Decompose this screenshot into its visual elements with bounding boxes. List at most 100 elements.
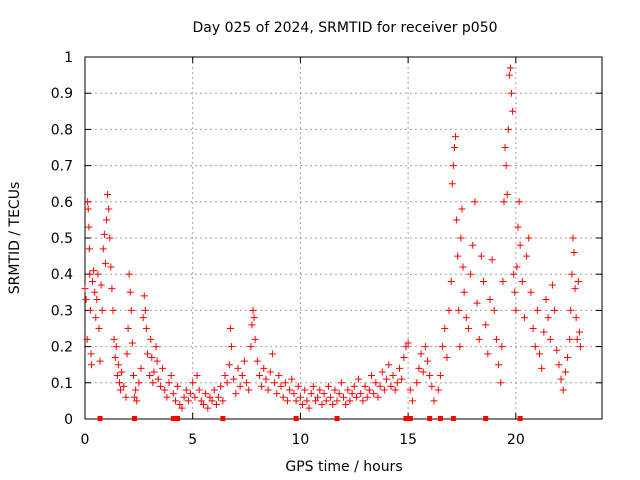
data-point xyxy=(441,325,449,332)
data-point xyxy=(488,256,496,264)
data-point xyxy=(520,314,528,322)
data-point xyxy=(84,198,92,206)
y-tick-label: 0.9 xyxy=(51,86,73,102)
data-point xyxy=(311,397,319,405)
data-point xyxy=(193,372,201,380)
data-point xyxy=(84,205,92,213)
data-point xyxy=(510,270,518,278)
data-point xyxy=(258,382,266,390)
data-point xyxy=(443,353,451,361)
data-point xyxy=(557,375,565,383)
data-point xyxy=(439,343,447,351)
data-point xyxy=(551,306,559,314)
data-point xyxy=(529,325,537,332)
data-point xyxy=(548,281,556,289)
data-point xyxy=(169,390,177,398)
data-point xyxy=(132,386,140,394)
data-point xyxy=(232,390,240,398)
data-point xyxy=(484,350,492,358)
data-point xyxy=(227,343,235,351)
data-point xyxy=(561,368,569,376)
data-point xyxy=(215,393,223,401)
data-point xyxy=(189,379,197,387)
x-tick-label: 0 xyxy=(81,432,90,448)
data-point xyxy=(542,296,550,304)
data-point xyxy=(108,285,116,293)
data-point xyxy=(92,314,100,322)
data-point xyxy=(195,386,203,394)
data-point xyxy=(107,263,115,271)
data-point xyxy=(469,241,477,249)
data-point xyxy=(447,277,455,285)
data-point xyxy=(316,386,324,394)
data-point xyxy=(206,393,214,401)
data-point xyxy=(398,375,406,383)
data-point xyxy=(495,361,503,369)
data-point xyxy=(352,393,360,401)
zero-marker xyxy=(437,416,443,421)
data-point xyxy=(126,288,134,296)
data-point xyxy=(546,335,554,343)
data-point xyxy=(508,89,516,97)
data-point xyxy=(105,205,113,213)
data-point xyxy=(568,270,576,278)
y-tick-label: 0.1 xyxy=(51,376,73,392)
zero-marker xyxy=(427,416,433,421)
zero-marker xyxy=(132,416,138,421)
data-point xyxy=(117,386,125,394)
data-point xyxy=(570,248,578,256)
data-point xyxy=(430,397,438,405)
zero-marker xyxy=(293,416,299,421)
data-point xyxy=(89,277,97,285)
data-point xyxy=(573,335,581,343)
data-point xyxy=(514,223,522,231)
data-point xyxy=(250,314,258,322)
data-point xyxy=(471,198,479,206)
data-point xyxy=(176,401,184,409)
data-point xyxy=(249,306,257,314)
data-point xyxy=(387,382,395,390)
data-point xyxy=(378,368,386,376)
data-point xyxy=(450,144,458,151)
data-point xyxy=(504,125,512,133)
data-point xyxy=(292,397,300,405)
data-point xyxy=(324,382,332,390)
data-point xyxy=(454,252,462,260)
data-point xyxy=(95,325,103,332)
data-point xyxy=(264,386,272,394)
x-tick-label: 10 xyxy=(292,432,310,448)
data-point xyxy=(87,361,95,369)
data-point xyxy=(318,401,326,409)
zero-marker xyxy=(483,416,489,421)
zero-marker xyxy=(403,416,409,421)
data-point xyxy=(85,245,93,253)
data-point xyxy=(243,379,251,387)
data-point xyxy=(500,198,508,206)
data-point xyxy=(309,382,317,390)
data-point xyxy=(101,259,109,267)
data-point xyxy=(393,379,401,387)
data-point xyxy=(283,397,291,405)
data-point xyxy=(567,306,575,314)
x-tick-label: 20 xyxy=(507,432,525,448)
data-point xyxy=(82,296,90,304)
data-point xyxy=(135,379,143,387)
data-point xyxy=(97,281,105,289)
zero-marker xyxy=(97,416,103,421)
data-point xyxy=(99,245,107,253)
data-point xyxy=(156,382,164,390)
data-point xyxy=(490,306,498,314)
data-point xyxy=(544,314,552,322)
data-point xyxy=(180,393,188,401)
data-point xyxy=(320,390,328,398)
data-point xyxy=(486,296,494,304)
data-point xyxy=(245,386,253,394)
data-point xyxy=(141,306,149,314)
data-point xyxy=(473,299,481,307)
data-point xyxy=(380,386,388,394)
data-point xyxy=(511,288,519,296)
chart-title: Day 025 of 2024, SRMTID for receiver p05… xyxy=(192,20,497,36)
data-point xyxy=(480,277,488,285)
data-point xyxy=(502,162,510,170)
plot-frame xyxy=(84,56,603,420)
